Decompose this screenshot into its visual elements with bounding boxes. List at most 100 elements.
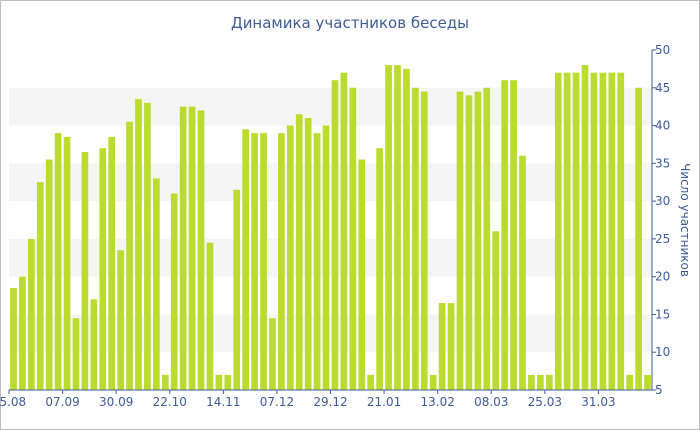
grid-band [9, 87, 652, 126]
x-tick-label: 25.03 [528, 395, 562, 409]
bar [465, 95, 473, 390]
bar [429, 374, 437, 390]
bar [349, 87, 357, 390]
bar [608, 72, 616, 391]
grid-band [9, 238, 652, 277]
bar [385, 65, 392, 391]
bar [206, 242, 214, 390]
x-tick-label: 30.09 [99, 395, 133, 409]
bar [135, 99, 142, 391]
y-tick-label: 10 [655, 345, 670, 359]
grid-band [9, 163, 652, 202]
bar [322, 125, 330, 390]
bar [617, 72, 625, 391]
y-tick-label: 15 [655, 307, 670, 321]
bar [90, 299, 98, 390]
bar [331, 80, 339, 390]
bar [19, 276, 26, 390]
bar [108, 136, 116, 390]
x-tick-label: 31.03 [581, 395, 615, 409]
bar [54, 133, 62, 391]
bar [295, 114, 303, 390]
bar [260, 133, 267, 391]
bar [36, 182, 44, 390]
bar [590, 72, 598, 391]
x-tick-label: 22.10 [153, 395, 187, 409]
bar [269, 318, 276, 390]
bar [215, 374, 223, 390]
bar [286, 125, 294, 390]
bar [242, 129, 250, 390]
bar [224, 374, 232, 390]
bar [45, 159, 53, 390]
bar [144, 102, 151, 390]
bar [483, 87, 491, 390]
x-tick-label: 07.12 [260, 395, 294, 409]
bar [251, 133, 258, 391]
bar [545, 374, 553, 390]
bar [161, 374, 169, 390]
x-tick-label: 15.08 [0, 395, 26, 409]
y-axis-label: Число участников [678, 163, 692, 277]
bar [188, 106, 196, 391]
bar [420, 91, 428, 390]
bar [179, 106, 187, 391]
bar [72, 318, 80, 390]
x-tick-label: 14.11 [206, 395, 240, 409]
chart-title: Динамика участников беседы [231, 14, 469, 32]
y-tick-label: 45 [655, 81, 670, 95]
bar [519, 155, 526, 390]
bar [501, 80, 508, 390]
y-tick-label: 5 [655, 383, 663, 397]
y-axis-ticks: 5 10 15 20 25 30 35 40 45 50 [652, 43, 670, 397]
y-tick-label: 30 [655, 194, 670, 208]
bar [304, 118, 312, 390]
bar [10, 288, 17, 390]
bar-series [10, 65, 651, 391]
bar [126, 121, 133, 390]
bar [492, 231, 500, 390]
bar [170, 193, 178, 390]
y-tick-label: 40 [655, 119, 670, 133]
bar [438, 303, 446, 390]
bar [528, 374, 535, 390]
bar [474, 91, 482, 390]
x-axis-ticks: 15.08 07.09 30.09 22.10 14.11 07.12 29.12 21.01… [0, 390, 616, 409]
y-tick-label: 25 [655, 232, 670, 246]
bar [313, 133, 321, 391]
bar [99, 148, 107, 390]
bar [278, 133, 285, 391]
bar [554, 72, 562, 391]
bar [117, 250, 124, 390]
bar [563, 72, 571, 391]
bar [403, 68, 410, 390]
bar [510, 80, 517, 390]
bar [376, 148, 383, 390]
bar [447, 303, 455, 390]
y-tick-label: 50 [655, 43, 670, 57]
x-tick-label: 21.01 [367, 395, 401, 409]
x-tick-label: 13.02 [420, 395, 454, 409]
bar [27, 238, 35, 390]
y-tick-label: 35 [655, 156, 670, 170]
bar [394, 65, 401, 391]
bar [233, 189, 241, 390]
bar [626, 374, 634, 390]
bar [153, 178, 160, 390]
bar [599, 72, 607, 391]
bar [456, 91, 464, 390]
bar [411, 87, 419, 390]
bar [572, 72, 580, 391]
x-tick-label: 08.03 [474, 395, 508, 409]
bar [197, 110, 205, 390]
y-tick-label: 20 [655, 270, 670, 284]
bar [358, 159, 366, 390]
bar [81, 152, 89, 390]
x-tick-label: 07.09 [45, 395, 79, 409]
bar [537, 374, 544, 390]
grid-band [9, 314, 652, 353]
x-tick-label: 29.12 [313, 395, 347, 409]
bar [581, 65, 589, 391]
bar [367, 374, 375, 390]
